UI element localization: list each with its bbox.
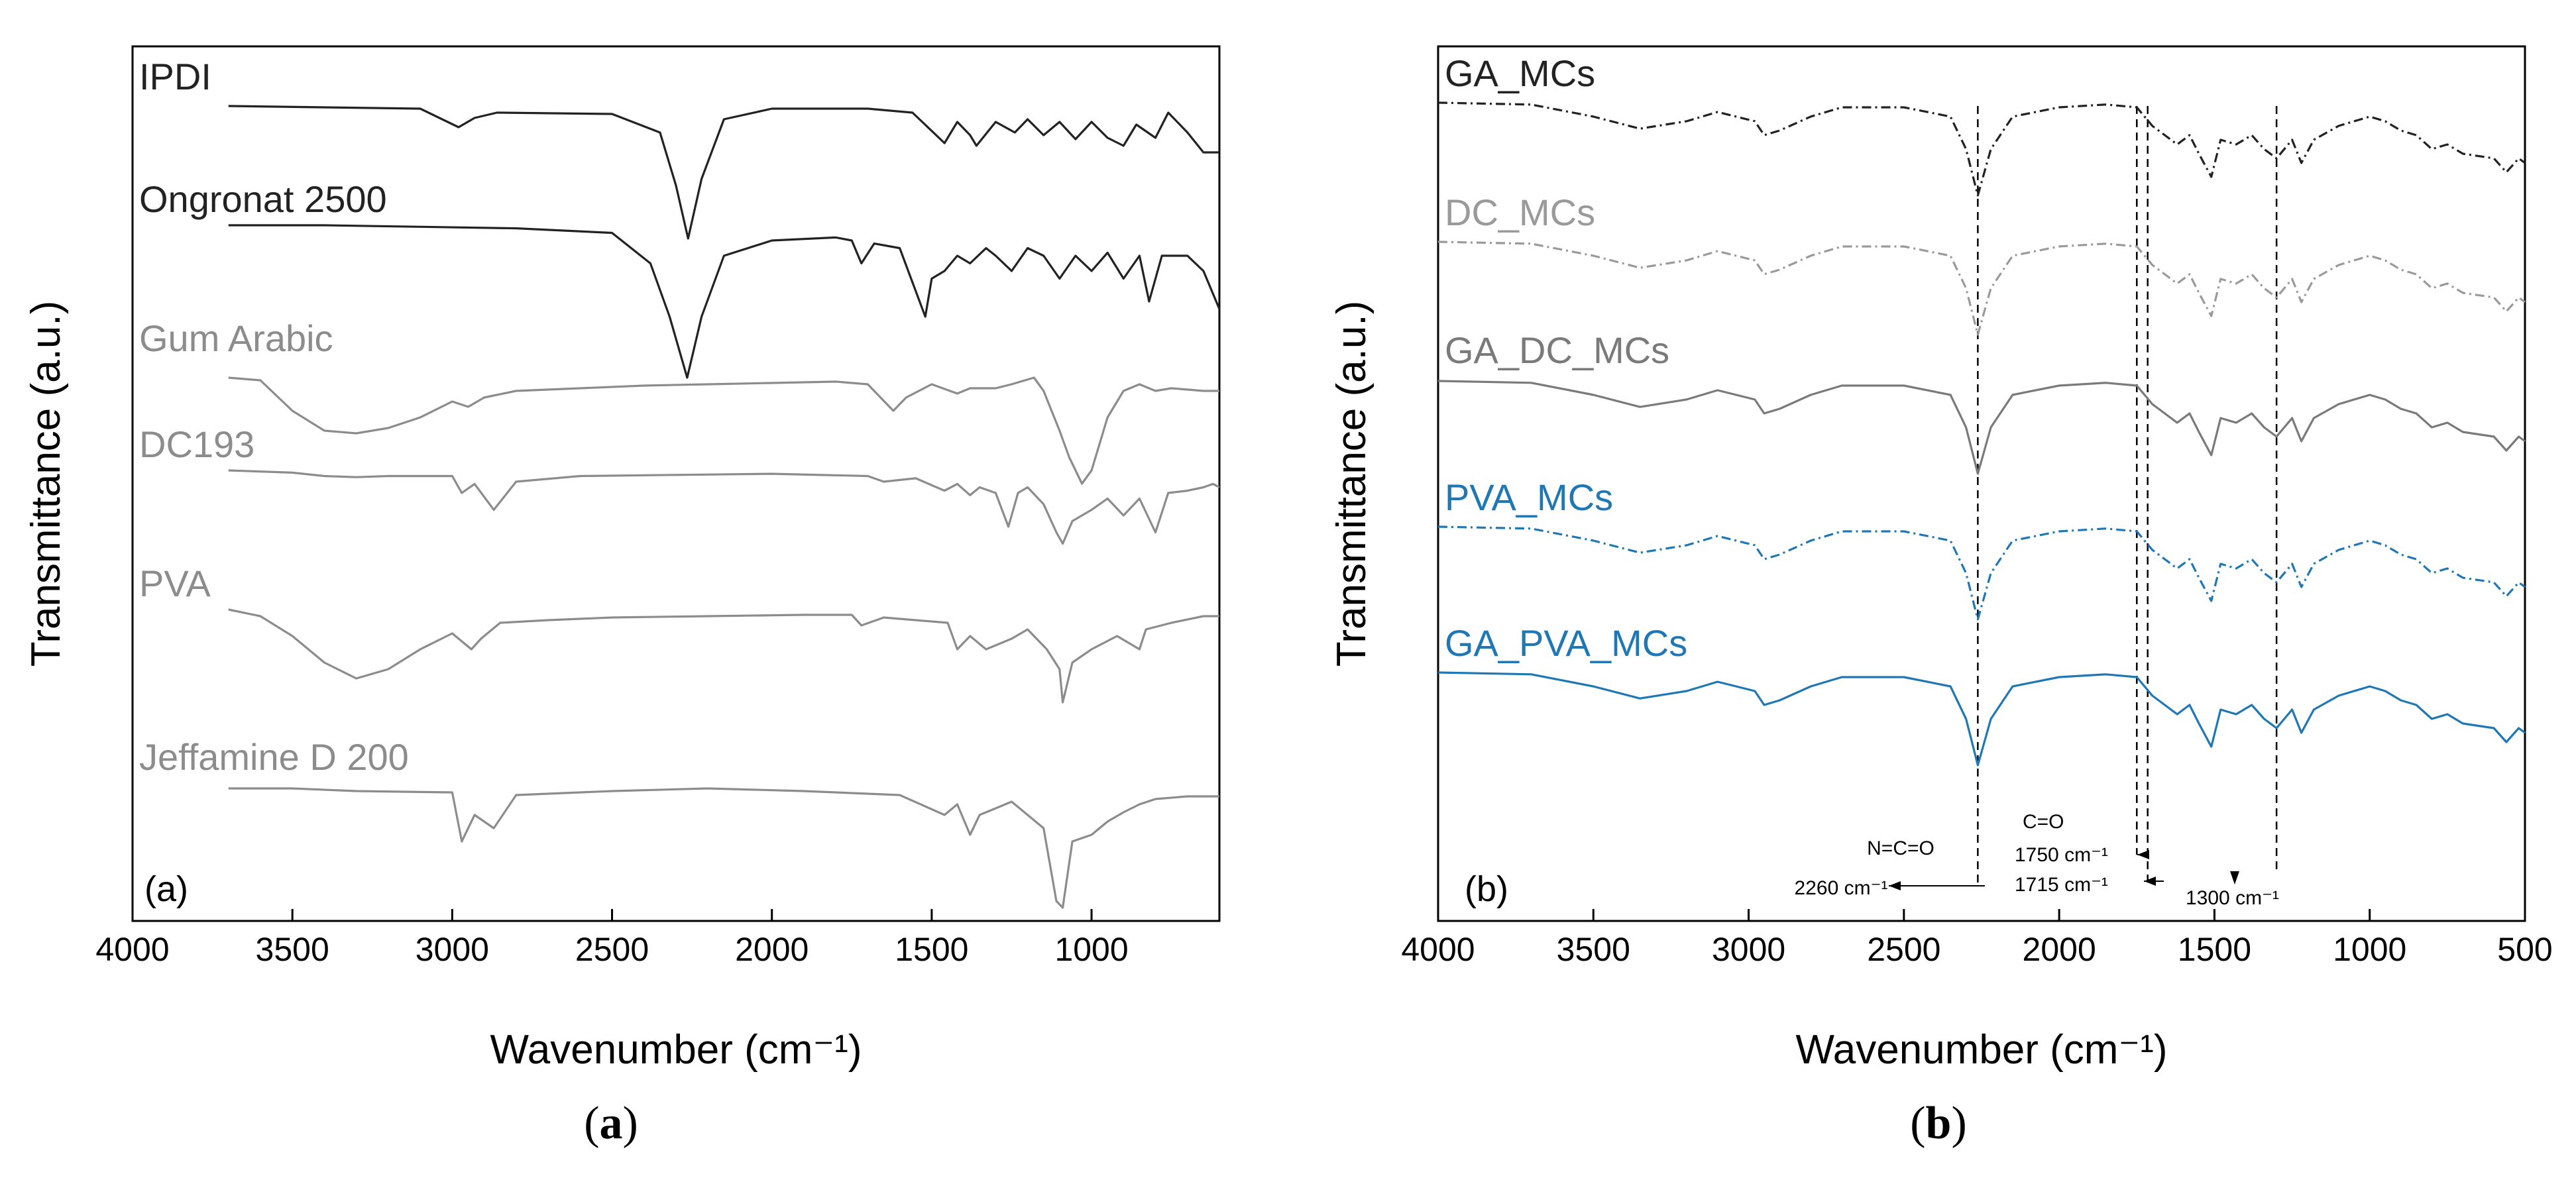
x-tick-label: 2500: [1867, 931, 1940, 968]
series-line-ipdi: [228, 105, 1219, 240]
caption-a-close: ): [623, 1098, 638, 1149]
series-line-ongronat-2500: [228, 224, 1221, 379]
x-tick-label: 2000: [735, 931, 809, 968]
series-line-jeffamine-d-200: [228, 787, 1219, 909]
x-tick-label: 500: [2497, 931, 2552, 968]
series-label: GA_DC_MCs: [1445, 329, 1669, 371]
x-tick-label: 4000: [1401, 931, 1475, 968]
x-tick-label: 3000: [1712, 931, 1785, 968]
x-tick-label: 1500: [2178, 931, 2251, 968]
series-line-pva: [228, 608, 1219, 704]
x-tick-label: 1500: [895, 931, 968, 968]
series-line-gum-arabic: [228, 376, 1219, 485]
panel-a-series-labels: IPDI Ongronat 2500 Gum Arabic DC193 PVA Jeffa…: [139, 56, 409, 778]
annotation-co-1715: 1715 cm⁻¹: [2015, 874, 2108, 896]
panel-b-xlabel: Wavenumber (cm⁻¹): [1796, 1027, 2168, 1073]
caption-a: (a): [584, 1098, 638, 1149]
annotation-1300: 1300 cm⁻¹: [2186, 887, 2279, 909]
annotation-co-label: C=O: [2023, 811, 2064, 833]
arrow-1750-head: [2137, 850, 2149, 859]
panel-b-x-ticks: 4000 3500 3000 2500 2000 1500 1000 500: [1401, 909, 2553, 968]
series-label: PVA_MCs: [1445, 476, 1613, 518]
arrow-nco-head: [1889, 881, 1901, 890]
x-tick-label: 4000: [95, 931, 169, 968]
panel-a-ylabel: Transmittance (a.u.): [23, 301, 69, 667]
arrow-1300-head: [2230, 871, 2239, 884]
panel-b-vlines: [1977, 106, 2278, 884]
annotation-nco-label: N=C=O: [1867, 837, 1934, 859]
panel-a-frame: [131, 45, 1221, 922]
series-label: GA_PVA_MCs: [1445, 622, 1687, 664]
panel-a-x-ticks: 4000 3500 3000 2500 2000 1500 1000: [95, 909, 1129, 968]
x-tick-label: 3000: [416, 931, 489, 968]
annotation-nco-wavenumber: 2260 cm⁻¹: [1795, 877, 1888, 899]
caption-b-letter: b: [1926, 1098, 1952, 1149]
series-line-ga-pva-mcs: [1437, 671, 2526, 767]
x-tick-label: 2000: [2023, 931, 2096, 968]
x-tick-label: 1000: [1054, 931, 1128, 968]
series-line-dc-mcs: [1437, 241, 2526, 336]
series-label: Gum Arabic: [139, 317, 333, 359]
panel-b-ylabel: Transmittance (a.u.): [1329, 301, 1374, 667]
panel-b-curves: [1437, 101, 2526, 767]
series-label: Ongronat 2500: [139, 178, 387, 220]
panel-a-label: (a): [144, 869, 188, 909]
series-label: DC193: [139, 423, 254, 465]
x-tick-label: 3500: [256, 931, 329, 968]
panel-b-series-labels: GA_MCs DC_MCs GA_DC_MCs PVA_MCs GA_PVA_MCs: [1445, 52, 1687, 664]
caption-b: (b): [1910, 1098, 1967, 1149]
x-tick-label: 3500: [1557, 931, 1630, 968]
series-label: GA_MCs: [1445, 52, 1595, 94]
arrow-1715-head: [2144, 877, 2156, 886]
series-line-ga-dc-mcs: [1437, 380, 2526, 475]
panel-b-label: (b): [1465, 869, 1508, 909]
caption-b-open: (: [1910, 1098, 1925, 1149]
x-tick-label: 1000: [2333, 931, 2406, 968]
captions: (a) (b): [584, 1098, 1967, 1149]
annotation-co-1750: 1750 cm⁻¹: [2015, 844, 2108, 866]
caption-a-letter: a: [600, 1098, 623, 1149]
series-line-pva-mcs: [1437, 525, 2526, 621]
series-line-dc193: [228, 469, 1220, 545]
series-label: IPDI: [139, 56, 211, 97]
panel-b-chart: 4000 3500 3000 2500 2000 1500 1000 500 GA_MCs DC…: [1329, 45, 2553, 1073]
series-label: DC_MCs: [1445, 191, 1595, 233]
panel-a-curves: [228, 105, 1221, 909]
series-label: Jeffamine D 200: [139, 736, 409, 778]
x-tick-label: 2500: [575, 931, 649, 968]
panel-b-annotations: N=C=O 2260 cm⁻¹ C=O 1750 cm⁻¹ 1715 cm⁻¹ …: [1795, 811, 2279, 909]
caption-b-close: ): [1951, 1098, 1966, 1149]
panel-b-frame: [1437, 45, 2526, 922]
caption-a-open: (: [584, 1098, 599, 1149]
series-line-ga-mcs: [1437, 101, 2526, 197]
series-label: PVA: [139, 562, 211, 604]
panel-a-xlabel: Wavenumber (cm⁻¹): [490, 1027, 862, 1073]
panel-a-chart: 4000 3500 3000 2500 2000 1500 1000 IPDI Ongrona…: [23, 45, 1221, 1073]
